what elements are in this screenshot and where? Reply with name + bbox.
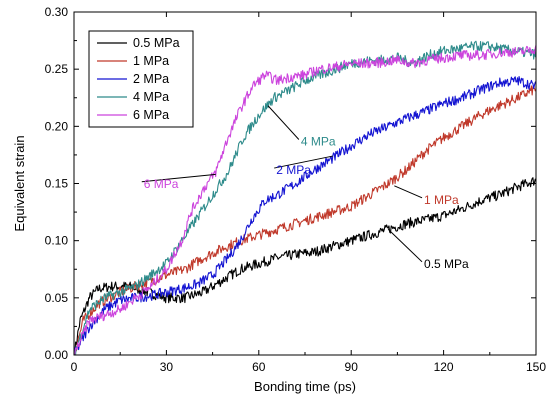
y-tick-label: 0.05	[45, 291, 69, 305]
series-annotation: 4 MPa	[301, 134, 336, 148]
annotation-leader	[274, 155, 333, 169]
y-tick-label: 0.30	[45, 5, 69, 19]
series-line-3	[73, 76, 537, 356]
annotation-leader	[387, 228, 423, 263]
x-tick-label: 30	[160, 360, 174, 374]
x-tick-label: 0	[71, 360, 78, 374]
series-line-1	[74, 177, 537, 356]
legend-label: 1 MPa	[133, 54, 169, 68]
x-tick-label: 60	[252, 360, 266, 374]
legend-label: 4 MPa	[133, 90, 169, 104]
legend-label: 0.5 MPa	[133, 36, 180, 50]
series-annotation: 6 MPa	[144, 177, 179, 191]
y-tick-label: 0.10	[45, 234, 69, 248]
legend-label: 2 MPa	[133, 72, 169, 86]
y-tick-label: 0.25	[45, 62, 69, 76]
x-tick-label: 120	[434, 360, 454, 374]
series-annotation: 2 MPa	[276, 163, 311, 177]
annotation-leader	[141, 173, 216, 183]
y-axis-title: Equivalent strain	[12, 135, 27, 231]
x-axis-title: Bonding time (ps)	[254, 379, 356, 394]
legend: 0.5 MPa 1 MPa 2 MPa 4 MPa 6 MPa	[88, 30, 194, 128]
series-layer	[73, 40, 537, 356]
series-annotation: 1 MPa	[424, 193, 459, 207]
y-tick-label: 0.15	[45, 177, 69, 191]
annotation-leader	[267, 105, 300, 140]
y-tick-label: 0.20	[45, 119, 69, 133]
annotation-leader	[394, 185, 423, 199]
annotation-layer: 0.5 MPa 1 MPa 2 MPa 4 MPa 6 MPa	[141, 105, 469, 271]
legend-label: 6 MPa	[133, 108, 169, 122]
series-line-5	[73, 44, 537, 356]
y-tick-label: 0.00	[45, 348, 69, 362]
series-annotation: 0.5 MPa	[424, 257, 469, 271]
x-tick-label: 90	[345, 360, 359, 374]
x-tick-label: 150	[526, 360, 546, 374]
ticks-layer: 0 30 60 90 120 150 0.00 0.05 0.10 0.15 0.20 0.25 0.3…	[45, 5, 547, 374]
